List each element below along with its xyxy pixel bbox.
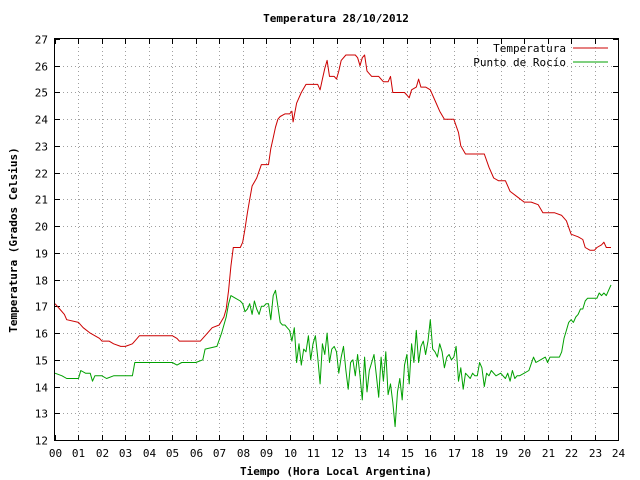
- y-tick-label: 20: [35, 221, 48, 234]
- y-tick-label: 22: [35, 168, 48, 181]
- x-tick-label: 01: [72, 447, 85, 460]
- y-tick-label: 17: [35, 301, 48, 314]
- x-tick-label: 04: [143, 447, 157, 460]
- axis-ticks: [55, 39, 619, 441]
- x-axis-label: Tiempo (Hora Local Argentina): [240, 465, 432, 478]
- x-tick-label: 08: [237, 447, 250, 460]
- x-tick-label: 11: [307, 447, 320, 460]
- chart-title: Temperatura 28/10/2012: [263, 12, 409, 25]
- x-tick-labels: 00 01 02 03 04 05 06 07 08 09 10 11 12 13 14 15 16 17 18 19…: [49, 447, 626, 460]
- y-tick-label: 25: [35, 87, 48, 100]
- legend: Temperatura Punto de Rocío: [473, 42, 608, 69]
- x-tick-label: 10: [284, 447, 297, 460]
- x-tick-label: 05: [166, 447, 179, 460]
- legend-label-temperatura: Temperatura: [493, 42, 566, 55]
- y-tick-label: 19: [35, 248, 48, 261]
- x-tick-label: 14: [377, 447, 391, 460]
- x-tick-label: 06: [190, 447, 203, 460]
- legend-label-punto-de-rocio: Punto de Rocío: [473, 56, 566, 69]
- x-tick-label: 20: [518, 447, 531, 460]
- y-tick-label: 13: [35, 408, 48, 421]
- y-axis-label: Temperatura (Grados Celsius): [7, 147, 20, 332]
- x-tick-label: 09: [260, 447, 273, 460]
- y-tick-label: 14: [35, 382, 49, 395]
- series-line-temperatura: [54, 54, 611, 347]
- x-tick-label: 23: [589, 447, 602, 460]
- x-tick-label: 13: [354, 447, 367, 460]
- x-tick-label: 07: [213, 447, 226, 460]
- x-tick-label: 00: [49, 447, 62, 460]
- plot-frame: [54, 38, 619, 441]
- x-tick-label: 16: [424, 447, 437, 460]
- series-lines: [54, 54, 612, 428]
- x-tick-label: 18: [471, 447, 484, 460]
- y-tick-label: 23: [35, 141, 48, 154]
- y-tick-label: 26: [35, 61, 48, 74]
- y-tick-label: 16: [35, 328, 48, 341]
- y-tick-label: 24: [35, 114, 49, 127]
- x-tick-label: 24: [612, 447, 626, 460]
- y-tick-labels: 12 13 14 15 16 17 18 19 20 21 22 23 24 25 26 27: [35, 34, 49, 448]
- y-tick-label: 18: [35, 275, 48, 288]
- y-tick-label: 21: [35, 194, 48, 207]
- grid: [55, 39, 618, 440]
- x-tick-label: 15: [401, 447, 414, 460]
- x-tick-label: 22: [565, 447, 578, 460]
- x-tick-label: 03: [119, 447, 132, 460]
- y-tick-label: 27: [35, 34, 48, 47]
- x-tick-label: 19: [495, 447, 508, 460]
- y-tick-label: 12: [35, 435, 48, 448]
- x-tick-label: 12: [331, 447, 344, 460]
- x-tick-label: 02: [96, 447, 109, 460]
- series-line-punto-de-rocio: [54, 284, 612, 428]
- y-tick-label: 15: [35, 355, 48, 368]
- x-tick-label: 21: [542, 447, 555, 460]
- x-tick-label: 17: [448, 447, 461, 460]
